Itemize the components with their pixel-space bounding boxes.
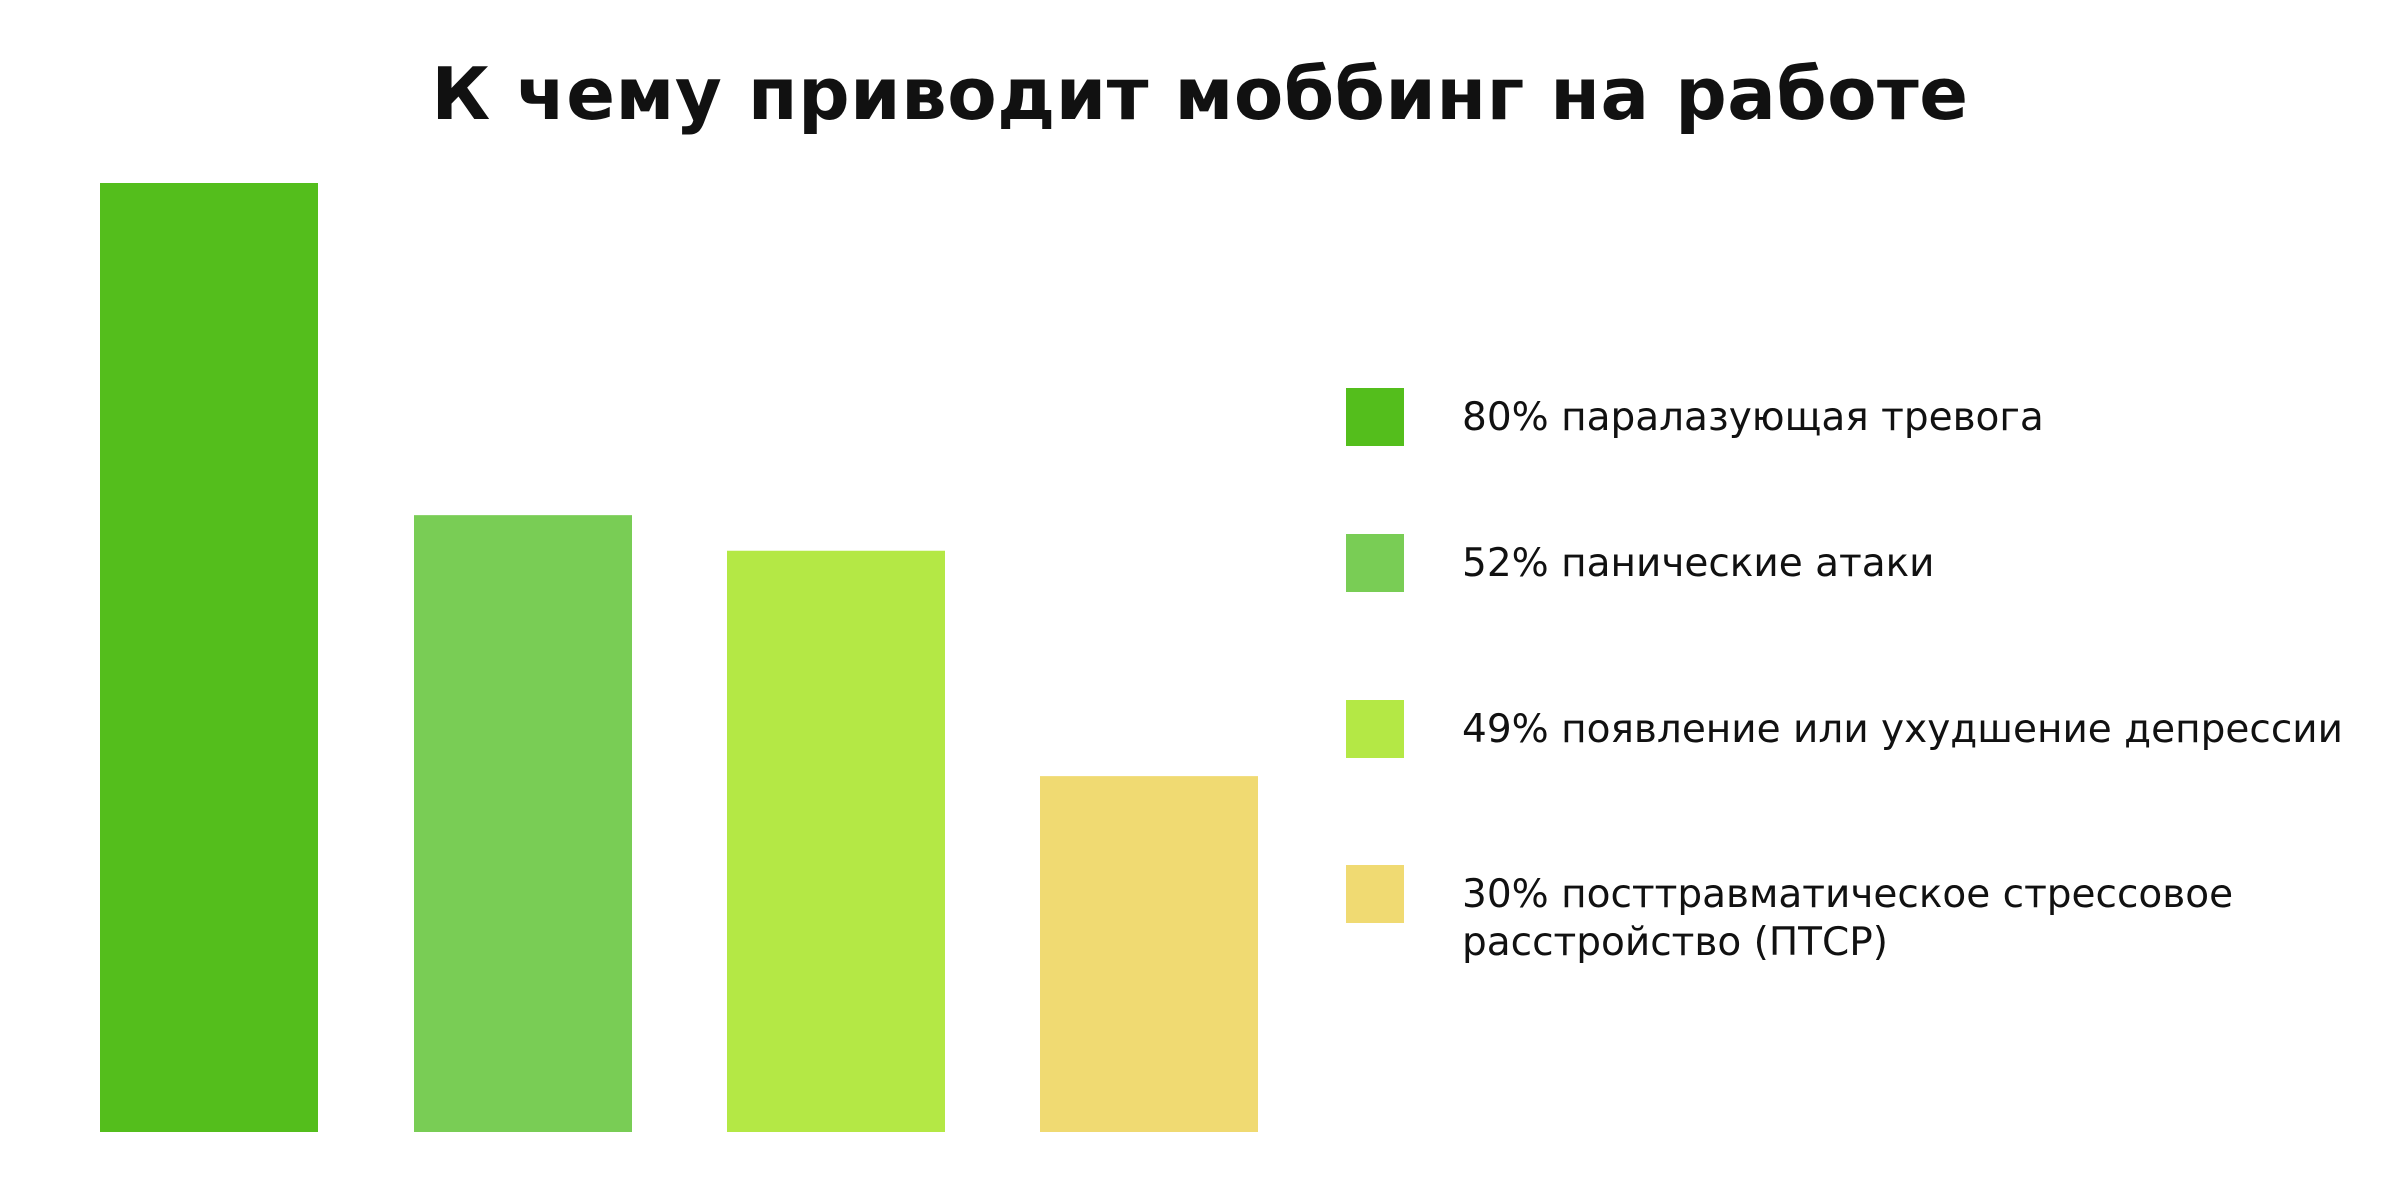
legend-swatch-panic-attacks [1346,534,1404,592]
legend-swatch-ptsd [1346,865,1404,923]
legend-swatch-anxiety [1346,388,1404,446]
bar-depression [727,550,945,1132]
bar-panic-attacks [414,515,632,1132]
legend-swatch-depression [1346,700,1404,758]
chart-title: К чему приводит моббинг на работе [431,52,1969,136]
legend-label-ptsd: 30% посттравматическое стрессовое расстр… [1462,872,2234,965]
bar-ptsd [1040,776,1258,1132]
bar-anxiety [100,183,318,1132]
legend-label-depression: 49% появление или ухудшение депрессии [1462,707,2343,752]
legend-label-anxiety: 80% паралазующая тревога [1462,395,2044,440]
legend-label-panic-attacks: 52% панические атаки [1462,541,1935,586]
